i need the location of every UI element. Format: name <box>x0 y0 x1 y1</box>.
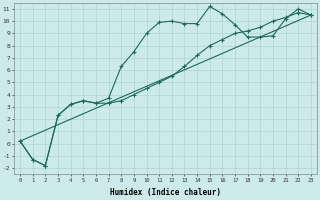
X-axis label: Humidex (Indice chaleur): Humidex (Indice chaleur) <box>110 188 221 197</box>
